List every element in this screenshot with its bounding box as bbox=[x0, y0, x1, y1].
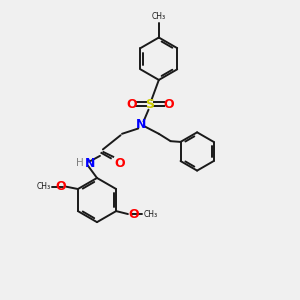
Text: CH₃: CH₃ bbox=[37, 182, 51, 191]
Text: O: O bbox=[55, 180, 65, 193]
Text: O: O bbox=[128, 208, 139, 221]
Text: S: S bbox=[146, 98, 154, 111]
Text: CH₃: CH₃ bbox=[152, 12, 166, 21]
Text: CH₃: CH₃ bbox=[143, 209, 157, 218]
Text: O: O bbox=[115, 157, 125, 170]
Text: H: H bbox=[76, 158, 84, 168]
Text: N: N bbox=[136, 118, 146, 131]
Text: N: N bbox=[85, 157, 95, 170]
Text: O: O bbox=[126, 98, 137, 111]
Text: O: O bbox=[163, 98, 174, 111]
